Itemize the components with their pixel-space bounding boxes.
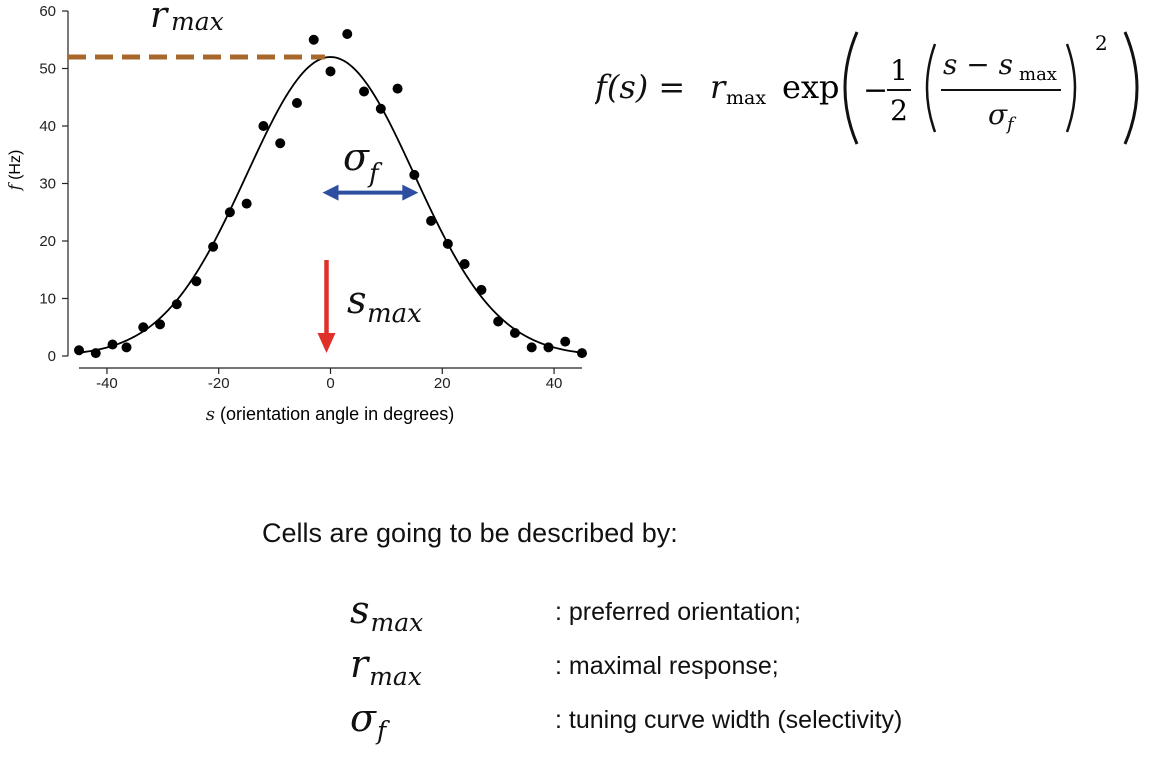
caption: Cells are going to be described by: (262, 518, 678, 548)
data-point (543, 342, 554, 353)
svg-text:s (orientation angle in degree: s (orientation angle in degrees) (206, 404, 454, 425)
legend-row-r-max: rmax : maximal response; (350, 642, 1070, 691)
y-axis: 0 10 20 30 40 50 60 (39, 3, 69, 365)
x-tick-label: -40 (96, 375, 118, 392)
data-point (442, 238, 453, 249)
s-max-arrow (317, 260, 336, 353)
y-axis-title: f (Hz) (5, 150, 24, 192)
data-point (90, 348, 101, 359)
data-point (258, 121, 269, 131)
r-max-label: r max (150, 0, 224, 36)
legend-symbol: rmax (350, 642, 422, 691)
data-point (241, 198, 252, 209)
svg-text:f(s) =: f(s) = (595, 68, 685, 106)
data-point (392, 83, 403, 94)
data-point (74, 345, 84, 356)
svg-text:r: r (150, 0, 169, 36)
svg-text:f (Hz): f (Hz) (5, 150, 24, 192)
formula-outer-paren-left (843, 31, 859, 145)
data-point (375, 103, 386, 114)
formula-numerator: s − s (943, 48, 1013, 81)
formula-power: 2 (1095, 31, 1108, 55)
data-point (560, 336, 571, 347)
data-point (224, 207, 235, 218)
formula-inner-paren-left (925, 43, 937, 133)
legend-row-s-max: smax : preferred orientation; (350, 588, 1070, 637)
s-max-label: s max (347, 278, 422, 329)
data-point (107, 339, 118, 350)
legend-symbol: σf (350, 696, 387, 745)
svg-text:f: f (367, 159, 383, 189)
data-point (155, 319, 166, 330)
sigma-f-label: σ f (343, 135, 383, 189)
x-tick-label: -20 (208, 375, 230, 392)
data-point (275, 138, 286, 149)
data-point (459, 259, 470, 269)
x-tick-label: 40 (546, 375, 563, 392)
data-point (325, 66, 336, 77)
y-tick-label: 10 (39, 291, 56, 308)
formula-numerator-sub: max (1019, 64, 1057, 85)
data-point (409, 169, 420, 180)
sigma-f-double-arrow (322, 184, 419, 201)
y-tick-label: 30 (39, 176, 56, 193)
formula-r-sub: max (726, 87, 766, 109)
tuning-curve-chart: 0 10 20 30 40 50 60 -40 -20 0 20 40 r max σ f s ma… (5, 0, 587, 425)
gaussian-formula: f(s) = r max exp − 1 2 s − s max σ f 2 (595, 31, 1139, 145)
svg-text:max: max (367, 299, 422, 329)
data-point (138, 322, 149, 333)
formula-outer-paren-right (1123, 31, 1139, 145)
formula-two: 2 (890, 94, 908, 127)
data-point (476, 284, 487, 295)
data-point (342, 29, 353, 39)
data-point (308, 34, 319, 45)
y-tick-label: 0 (48, 348, 56, 365)
formula-lhs: f(s) = (595, 68, 685, 106)
data-point (191, 276, 202, 287)
x-tick-label: 20 (434, 375, 451, 392)
gaussian-fit-curve (78, 56, 583, 354)
legend-description: : preferred orientation; (555, 598, 801, 626)
legend-description: : tuning curve width (selectivity) (555, 706, 903, 734)
data-point (359, 86, 370, 97)
formula-exp: exp (782, 68, 839, 106)
data-point (291, 98, 302, 108)
data-point (171, 299, 182, 310)
svg-text:σ: σ (343, 135, 370, 179)
legend-symbol: smax (350, 588, 424, 637)
data-point (426, 215, 437, 226)
formula-r: r (710, 68, 727, 106)
svg-text:max: max (171, 7, 224, 36)
data-points (74, 29, 587, 359)
data-point (121, 342, 132, 353)
formula-sigma: σ (988, 98, 1008, 131)
formula-minus: − (863, 73, 888, 108)
data-point (526, 342, 537, 353)
legend-description: : maximal response; (555, 652, 779, 680)
data-point (208, 241, 219, 252)
formula-inner-paren-right (1065, 43, 1077, 133)
formula-one: 1 (890, 54, 908, 87)
legend-row-sigma-f: σf : tuning curve width (selectivity) (350, 696, 1070, 745)
y-tick-label: 60 (39, 3, 56, 20)
svg-text:s: s (347, 278, 367, 322)
y-tick-label: 40 (39, 118, 56, 135)
data-point (509, 328, 520, 338)
data-point (577, 348, 587, 359)
x-axis: -40 -20 0 20 40 (79, 367, 582, 392)
y-tick-label: 50 (39, 61, 56, 78)
x-axis-title: s (orientation angle in degrees) (206, 404, 454, 425)
y-tick-label: 20 (39, 233, 56, 250)
data-point (493, 316, 504, 327)
x-tick-label: 0 (326, 375, 334, 392)
formula-sigma-sub: f (1005, 114, 1017, 135)
